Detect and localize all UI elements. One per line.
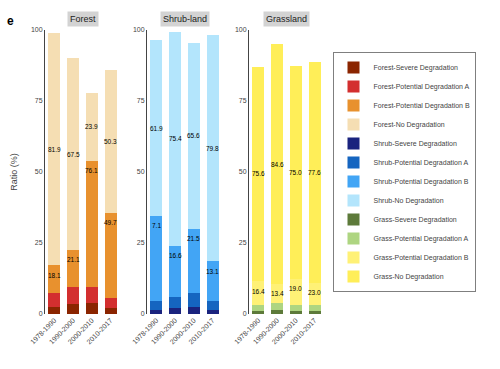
svg-text:1990-2000: 1990-2000 [252, 317, 281, 346]
svg-text:Shrub-Potential Degradation B: Shrub-Potential Degradation B [374, 178, 469, 186]
svg-text:0: 0 [243, 310, 247, 317]
svg-text:2000-2010: 2000-2010 [270, 317, 299, 346]
svg-text:Grass-No Degradation: Grass-No Degradation [374, 273, 444, 281]
svg-text:23.9: 23.9 [85, 123, 98, 130]
svg-text:2010-2017: 2010-2017 [187, 317, 216, 346]
svg-text:16.4: 16.4 [252, 288, 265, 295]
svg-text:e: e [7, 14, 14, 28]
svg-text:67.5: 67.5 [67, 151, 80, 158]
svg-text:79.8: 79.8 [206, 145, 219, 152]
svg-text:50: 50 [35, 168, 43, 175]
svg-text:1990-2000: 1990-2000 [150, 317, 179, 346]
svg-text:1978-1990: 1978-1990 [29, 317, 58, 346]
svg-text:13.4: 13.4 [271, 290, 284, 297]
svg-text:49.7: 49.7 [104, 219, 117, 226]
svg-text:Shrub-Potential Degradation A: Shrub-Potential Degradation A [374, 159, 469, 167]
svg-text:Forest-Potential Degradation A: Forest-Potential Degradation A [374, 83, 470, 91]
svg-text:16.6: 16.6 [169, 252, 182, 259]
svg-text:100: 100 [31, 26, 43, 33]
svg-text:Forest: Forest [70, 14, 96, 24]
svg-text:100: 100 [133, 26, 145, 33]
svg-text:2010-2017: 2010-2017 [289, 317, 318, 346]
svg-text:76.1: 76.1 [85, 167, 98, 174]
svg-text:21.5: 21.5 [187, 235, 200, 242]
svg-text:50: 50 [239, 168, 247, 175]
svg-text:81.9: 81.9 [48, 146, 61, 153]
svg-text:1978-1990: 1978-1990 [131, 317, 160, 346]
svg-text:75: 75 [35, 97, 43, 104]
svg-text:23.0: 23.0 [308, 289, 321, 296]
svg-text:75: 75 [239, 97, 247, 104]
svg-text:Forest-No Degradation: Forest-No Degradation [374, 121, 445, 129]
svg-text:100: 100 [235, 26, 247, 33]
svg-text:Grassland: Grassland [266, 14, 307, 24]
svg-text:19.0: 19.0 [289, 285, 302, 292]
svg-text:21.1: 21.1 [67, 256, 80, 263]
svg-text:13.1: 13.1 [206, 268, 219, 275]
svg-text:Shrub-Severe Degradation: Shrub-Severe Degradation [374, 140, 457, 148]
svg-text:2010-2017: 2010-2017 [85, 317, 114, 346]
svg-text:Grass-Potential Degradation A: Grass-Potential Degradation A [374, 235, 469, 243]
svg-text:25: 25 [239, 239, 247, 246]
svg-text:84.6: 84.6 [271, 161, 284, 168]
svg-text:2000-2010: 2000-2010 [168, 317, 197, 346]
svg-text:0: 0 [39, 310, 43, 317]
svg-text:Shrub-No Degradation: Shrub-No Degradation [374, 197, 444, 205]
svg-text:18.1: 18.1 [48, 272, 61, 279]
svg-text:1978-1990: 1978-1990 [233, 317, 262, 346]
svg-text:50.3: 50.3 [104, 138, 117, 145]
svg-text:61.9: 61.9 [150, 125, 163, 132]
svg-text:75.0: 75.0 [289, 169, 302, 176]
svg-text:25: 25 [35, 239, 43, 246]
svg-text:0: 0 [141, 310, 145, 317]
svg-text:Forest-Severe Degradation: Forest-Severe Degradation [374, 64, 459, 72]
svg-text:65.6: 65.6 [187, 132, 200, 139]
svg-text:Shrub-land: Shrub-land [163, 14, 207, 24]
svg-text:7.1: 7.1 [152, 222, 161, 229]
svg-text:75.4: 75.4 [169, 135, 182, 142]
svg-text:50: 50 [137, 168, 145, 175]
svg-text:Grass-Severe Degradation: Grass-Severe Degradation [374, 216, 457, 224]
svg-text:25: 25 [137, 239, 145, 246]
svg-text:Grass-Potential Degradation B: Grass-Potential Degradation B [374, 254, 469, 262]
svg-text:Ratio (%): Ratio (%) [9, 153, 19, 191]
svg-text:77.6: 77.6 [308, 169, 321, 176]
svg-text:75: 75 [137, 97, 145, 104]
svg-text:75.6: 75.6 [252, 170, 265, 177]
svg-text:Forest-Potential Degradation B: Forest-Potential Degradation B [374, 102, 470, 110]
svg-text:2000-2010: 2000-2010 [66, 317, 95, 346]
svg-text:1990-2000: 1990-2000 [48, 317, 77, 346]
